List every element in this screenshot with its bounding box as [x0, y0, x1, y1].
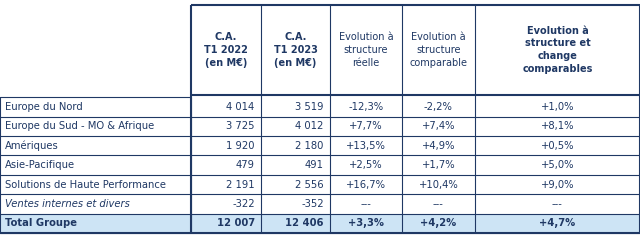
Text: +7,7%: +7,7% — [349, 121, 383, 131]
Bar — [191, 5, 640, 95]
Text: Total Groupe: Total Groupe — [5, 219, 77, 228]
Text: 2 556: 2 556 — [295, 180, 324, 190]
Text: +4,2%: +4,2% — [420, 219, 456, 228]
Bar — [0, 175, 640, 194]
Text: Asie-Pacifique: Asie-Pacifique — [5, 160, 76, 170]
Bar — [0, 194, 640, 214]
Text: 1 920: 1 920 — [226, 141, 255, 151]
Text: 2 180: 2 180 — [296, 141, 324, 151]
Text: Amériques: Amériques — [5, 141, 59, 151]
Text: -12,3%: -12,3% — [349, 102, 383, 112]
Text: +16,7%: +16,7% — [346, 180, 386, 190]
Bar — [0, 214, 640, 233]
Text: +13,5%: +13,5% — [346, 141, 386, 151]
Text: Europe du Sud - MO & Afrique: Europe du Sud - MO & Afrique — [5, 121, 154, 131]
Text: ---: --- — [433, 199, 444, 209]
Text: +1,0%: +1,0% — [541, 102, 574, 112]
Text: +8,1%: +8,1% — [541, 121, 574, 131]
Text: +9,0%: +9,0% — [541, 180, 574, 190]
Text: C.A.
T1 2023
(en M€): C.A. T1 2023 (en M€) — [274, 32, 317, 68]
Bar — [0, 136, 640, 155]
Text: 3 519: 3 519 — [295, 102, 324, 112]
Text: ---: --- — [552, 199, 563, 209]
Text: 12 007: 12 007 — [216, 219, 255, 228]
Text: 12 406: 12 406 — [285, 219, 324, 228]
Bar — [0, 155, 640, 175]
Text: +4,7%: +4,7% — [540, 219, 575, 228]
Text: 3 725: 3 725 — [226, 121, 255, 131]
Text: -322: -322 — [232, 199, 255, 209]
Text: 4 012: 4 012 — [296, 121, 324, 131]
Text: Evolution à
structure et
change
comparables: Evolution à structure et change comparab… — [522, 26, 593, 74]
Text: Europe du Nord: Europe du Nord — [5, 102, 83, 112]
Text: Solutions de Haute Performance: Solutions de Haute Performance — [5, 180, 166, 190]
Text: Evolution à
structure
réelle: Evolution à structure réelle — [339, 32, 394, 68]
Text: 491: 491 — [305, 160, 324, 170]
Text: +5,0%: +5,0% — [541, 160, 574, 170]
Text: -2,2%: -2,2% — [424, 102, 453, 112]
Text: 2 191: 2 191 — [226, 180, 255, 190]
Text: Ventes internes et divers: Ventes internes et divers — [5, 199, 130, 209]
Text: C.A.
T1 2022
(en M€): C.A. T1 2022 (en M€) — [204, 32, 248, 68]
Text: +7,4%: +7,4% — [422, 121, 455, 131]
Bar — [0, 117, 640, 136]
Bar — [0, 97, 640, 117]
Text: +1,7%: +1,7% — [422, 160, 455, 170]
Text: 479: 479 — [236, 160, 255, 170]
Text: +10,4%: +10,4% — [419, 180, 458, 190]
Text: 4 014: 4 014 — [227, 102, 255, 112]
Text: ---: --- — [361, 199, 371, 209]
Text: -352: -352 — [301, 199, 324, 209]
Text: +3,3%: +3,3% — [348, 219, 384, 228]
Text: +2,5%: +2,5% — [349, 160, 383, 170]
Text: +0,5%: +0,5% — [541, 141, 574, 151]
Text: Evolution à
structure
comparable: Evolution à structure comparable — [410, 32, 467, 68]
Text: +4,9%: +4,9% — [422, 141, 455, 151]
